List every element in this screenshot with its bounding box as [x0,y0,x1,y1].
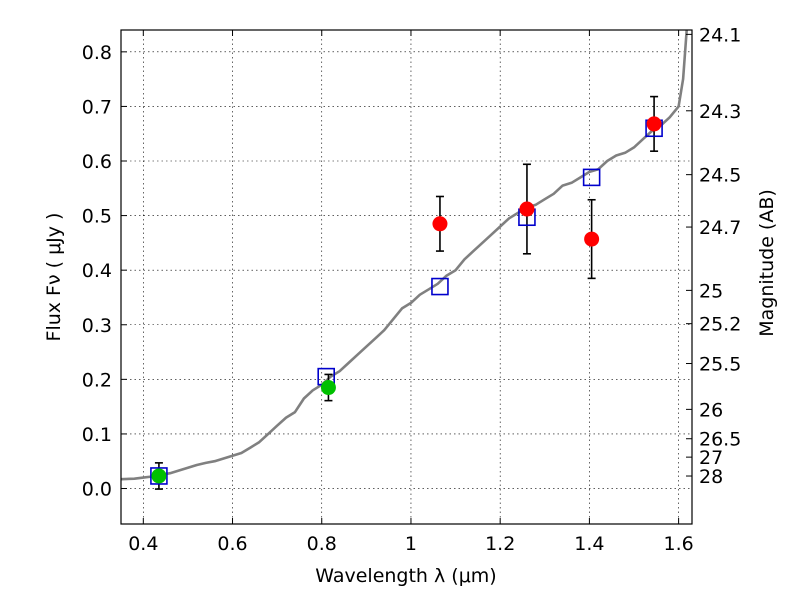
right-tick-label: 24.5 [699,165,741,187]
right-tick-label: 25 [699,280,723,302]
x-tick-label: 0.4 [128,533,158,555]
spectrum-line [121,30,689,481]
y-tick-label: 0.8 [82,42,112,64]
right-tick-label: 24.7 [699,217,741,239]
y-tick-label: 0.2 [82,369,112,391]
x-tick-label: 0.8 [307,533,337,555]
y-right-axis-title: Magnitude (AB) [756,189,778,337]
green-data-point [320,380,336,396]
markers-layer [150,116,663,485]
y-tick-label: 0.0 [82,479,112,501]
y-tick-label: 0.1 [82,424,112,446]
y-tick-label: 0.7 [82,96,112,118]
right-tick-label: 26 [699,399,723,421]
right-tick-label: 28 [699,466,723,488]
red-data-point [646,116,662,132]
y-tick-label: 0.5 [82,206,112,228]
right-tick-label: 25.5 [699,354,741,376]
ticks-layer: 0.4 0.6 0.8 1 1.2 1.4 1.6 0.0 0.1 0.2 0.3 0.4 0.5 0.6… [82,24,742,555]
right-tick-label: 24.1 [699,24,741,46]
y-axis-title: Flux Fν ( μJy ) [43,213,65,342]
right-tick-label: 27 [699,447,723,469]
y-tick-label: 0.3 [82,315,112,337]
spectrum-layer [121,30,689,481]
grid-lines [121,30,692,524]
model-square-marker [582,168,601,187]
red-data-point [432,216,448,232]
x-tick-label: 1.2 [485,533,515,555]
x-axis-title: Wavelength λ (μm) [315,565,496,587]
model-square-marker [431,277,449,296]
y-tick-label: 0.6 [82,151,112,173]
plot-frame [120,29,693,525]
error-bars-layer [154,95,659,490]
x-tick-label: 1 [405,533,417,555]
x-tick-label: 1.6 [664,533,694,555]
red-data-point [584,231,600,247]
right-tick-label: 25.2 [699,314,741,336]
model-square-marker [150,467,168,485]
right-tick-label: 24.3 [699,101,741,123]
green-data-point [151,468,167,484]
x-tick-label: 1.4 [574,533,604,555]
right-tick-label: 26.5 [699,429,741,451]
y-tick-label: 0.4 [82,260,112,282]
x-tick-label: 0.6 [217,533,247,555]
red-data-point [519,201,535,217]
